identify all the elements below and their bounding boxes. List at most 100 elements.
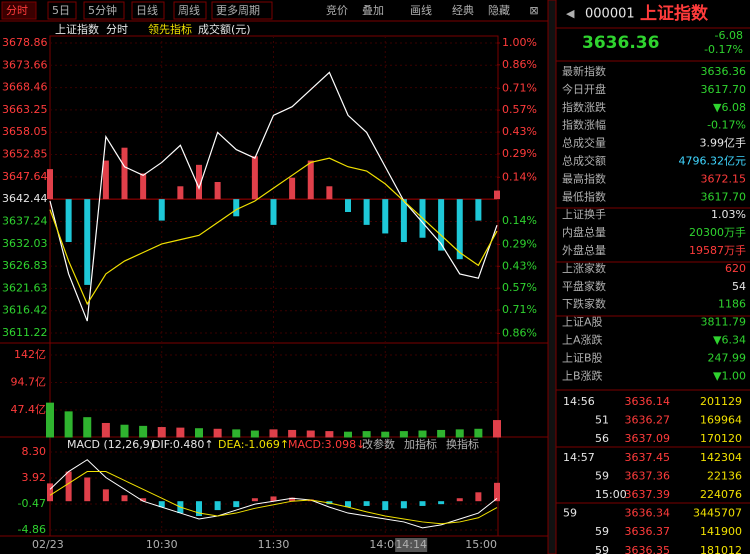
time-label: 15:00 [465, 538, 497, 551]
tick-time: 14:56 [563, 395, 595, 408]
tick-time: 14:57 [563, 451, 595, 464]
tab-label[interactable]: 分时 [6, 4, 28, 17]
tool-button[interactable]: 叠加 [362, 4, 384, 17]
macd-tick-label: -0.47 [18, 497, 46, 510]
tab[interactable] [83, 1, 125, 20]
quote-label: 上A涨跌 [562, 333, 603, 347]
price-tick-label: 3652.85 [2, 148, 48, 161]
lead-bar [177, 186, 184, 200]
tick-volume: 201129 [700, 395, 742, 408]
macd-bar [475, 492, 482, 502]
macd-header: DEA:-1.069↑ [218, 438, 289, 451]
tab-label[interactable]: 5日 [52, 4, 70, 17]
price-tick-label: 3663.25 [2, 103, 48, 116]
price-tick-label: 3632.03 [2, 237, 48, 250]
tab-label[interactable]: 更多周期 [216, 3, 260, 17]
quote-value: 1.03% [711, 208, 746, 221]
pct-tick-label: 0.29% [502, 147, 537, 160]
price-line [49, 157, 498, 306]
tool-button[interactable]: 竞价 [326, 3, 348, 17]
quote-value: ▼6.34 [713, 334, 746, 347]
macd-bar [494, 482, 500, 502]
macd-header[interactable]: 换指标 [446, 437, 479, 451]
quote-value: 54 [732, 280, 746, 293]
lead-bar [214, 181, 221, 200]
tab[interactable] [47, 1, 77, 20]
volume-bar [213, 428, 222, 438]
volume-tick-label: 142亿 [14, 348, 46, 361]
tab[interactable] [1, 1, 37, 20]
lead-bar [456, 199, 463, 260]
tool-button[interactable]: 隐藏 [488, 4, 510, 17]
macd-bar [102, 489, 109, 502]
legend-item: 分时 [106, 23, 128, 36]
tab-label[interactable]: 日线 [136, 3, 158, 17]
tick-price: 3637.09 [625, 432, 671, 445]
macd-header[interactable]: 加指标 [404, 437, 437, 451]
tab[interactable] [173, 1, 207, 20]
change-pct: -0.17% [704, 43, 743, 56]
tab[interactable] [211, 1, 273, 20]
quote-value: 3.99亿手 [700, 136, 747, 150]
tick-price: 3637.45 [625, 451, 671, 464]
macd-line [49, 459, 498, 529]
time-label: 02/23 [32, 538, 64, 551]
lead-bar [289, 177, 296, 200]
tick-price: 3637.36 [625, 469, 671, 482]
lead-bar [307, 160, 314, 200]
macd-bar [363, 501, 370, 506]
tick-time: 56 [595, 432, 609, 445]
macd-header[interactable]: 改参数 [362, 437, 395, 451]
macd-header: DIF:0.480↑ [152, 438, 214, 451]
volume-bar [46, 402, 54, 438]
pct-tick-label: 0.86% [502, 326, 537, 339]
tick-volume: 22136 [707, 469, 742, 482]
macd-bar [438, 501, 445, 505]
tool-button[interactable]: 画线 [410, 3, 432, 17]
tick-volume: 169964 [700, 414, 742, 427]
tick-price: 3636.35 [625, 544, 671, 554]
volume-bar [306, 430, 315, 438]
tick-volume: 170120 [700, 432, 742, 445]
legend-item: 领先指标 [148, 22, 192, 36]
macd-bar [47, 483, 53, 502]
quote-value: 3636.36 [701, 65, 747, 78]
lead-bar [363, 199, 370, 225]
pct-tick-label: 0.71% [502, 303, 537, 316]
tick-price: 3636.14 [625, 395, 671, 408]
pct-tick-label: 0.29% [502, 237, 537, 250]
lead-bar [121, 147, 128, 200]
time-label: 10:30 [146, 538, 178, 551]
macd-bar [196, 501, 202, 517]
volume-bar [232, 429, 241, 438]
volume-bar [157, 427, 166, 438]
cursor-time-box [395, 538, 428, 552]
macd-bar [121, 495, 128, 502]
volume-bar [493, 420, 501, 438]
quote-label: 上证B股 [562, 351, 603, 364]
quote-label: 下跌家数 [562, 297, 606, 311]
price-tick-label: 3678.86 [2, 36, 48, 49]
lead-bar [158, 199, 165, 221]
tab-label[interactable]: 周线 [178, 3, 200, 17]
scroll-bar[interactable] [547, 0, 557, 554]
tab[interactable] [131, 1, 165, 20]
tick-time: 59 [563, 507, 577, 520]
pct-tick-label: 0.57% [502, 103, 537, 116]
pct-tick-label: 1.00% [502, 36, 537, 49]
macd-bar [65, 471, 72, 502]
time-label: 14:00 [369, 538, 401, 551]
tab-label[interactable]: 5分钟 [88, 3, 117, 17]
quote-label: 上证A股 [562, 316, 603, 329]
macd-tick-label: 3.92 [22, 471, 47, 484]
lead-bar [382, 199, 389, 234]
quote-label: 内盘总量 [562, 225, 606, 239]
macd-bar [270, 496, 277, 502]
lead-bar [494, 190, 500, 200]
tool-button[interactable]: 经典 [452, 3, 474, 17]
macd-tick-label: -4.86 [18, 523, 46, 536]
time-label: 14:14 [395, 538, 427, 551]
quote-value: 1186 [718, 298, 746, 311]
close-icon: ⊠ [529, 4, 538, 17]
